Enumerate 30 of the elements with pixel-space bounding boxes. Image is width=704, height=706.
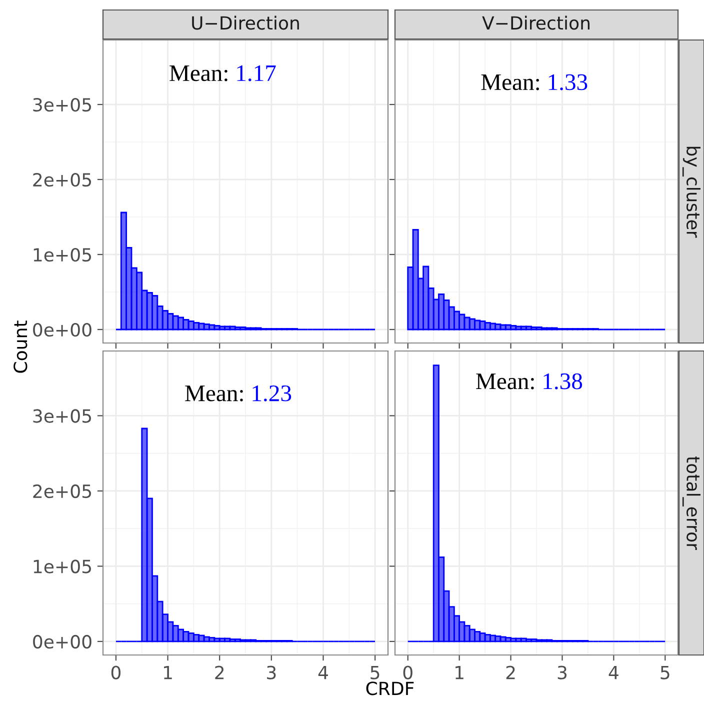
x-tick-label: 3 bbox=[558, 666, 567, 680]
annotation: Mean: 1.38 bbox=[476, 373, 582, 390]
y-tick-label: 3e+05 bbox=[33, 98, 92, 112]
x-tick-label: 0 bbox=[403, 666, 412, 680]
x-tick-label: 4 bbox=[318, 666, 328, 680]
x-tick-label: 0 bbox=[111, 666, 120, 680]
x-tick-label: 2 bbox=[506, 666, 515, 680]
annotation: Mean: 1.33 bbox=[481, 74, 588, 90]
y-tick-label: 2e+05 bbox=[33, 172, 92, 187]
y-tick-label: 0e+00 bbox=[33, 634, 92, 649]
annotation: Mean: 1.17 bbox=[170, 65, 276, 82]
y-tick-label: 3e+05 bbox=[33, 409, 92, 423]
x-tick-label: 3 bbox=[267, 666, 276, 680]
x-tick-label: 1 bbox=[456, 666, 464, 680]
x-axis-title: CRDF bbox=[366, 682, 414, 696]
x-tick-label: 2 bbox=[215, 666, 224, 680]
chart-title: U−Direction bbox=[192, 16, 299, 30]
y-tick-label: 1e+05 bbox=[34, 560, 92, 574]
y-axis-title: Count bbox=[14, 320, 28, 373]
x-tick-label: 5 bbox=[370, 666, 380, 680]
x-tick-label: 1 bbox=[164, 666, 172, 680]
chart-title: V−Direction bbox=[482, 16, 590, 30]
y-tick-label: 2e+05 bbox=[33, 484, 92, 498]
annotation: Mean: 1.23 bbox=[185, 385, 292, 402]
y2-axis-title: total_error bbox=[682, 456, 700, 550]
y-tick-label: 0e+00 bbox=[33, 322, 92, 337]
y-tick-label: 1e+05 bbox=[34, 248, 92, 262]
x-tick-label: 5 bbox=[660, 666, 670, 680]
x-tick-label: 4 bbox=[608, 666, 618, 680]
y2-axis-title: by_cluster bbox=[682, 146, 700, 238]
